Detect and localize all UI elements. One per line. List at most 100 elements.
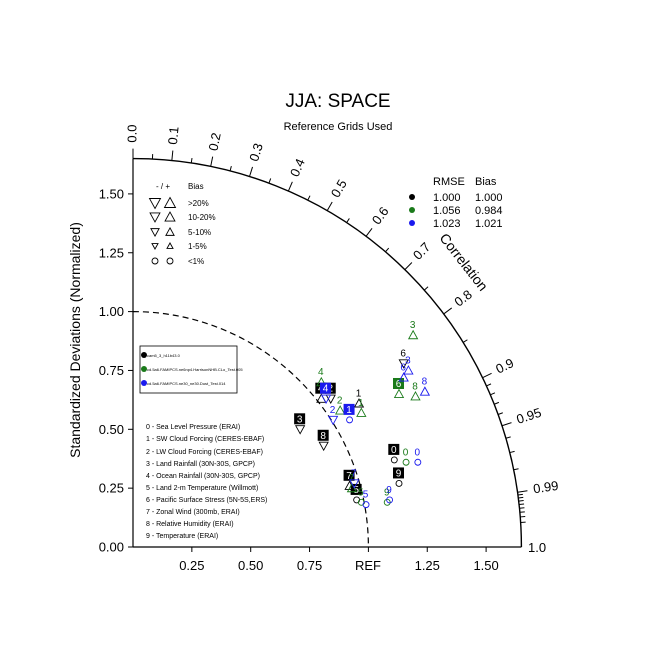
point-marker: [362, 501, 370, 509]
bias-down-triangle-icon: [148, 198, 162, 210]
correlation-tick-mark: [517, 493, 523, 496]
point-marker: [410, 391, 421, 401]
point-marker: [407, 329, 419, 340]
case-color-dot: [409, 194, 415, 200]
correlation-tick-mark: [287, 181, 293, 192]
y-tick-label: 1.50: [99, 186, 124, 201]
point-label: 9: [396, 468, 402, 479]
bias-legend-sign-header: - / +: [156, 182, 170, 191]
correlation-tick-label: 0.6: [369, 204, 392, 227]
correlation-tick-mark: [385, 247, 390, 253]
bias-legend-row-label: >20%: [188, 199, 209, 208]
variable-legend-item: 2 - LW Cloud Forcing (CERES-EBAF): [146, 449, 263, 456]
rmse-value: 1.000: [433, 192, 461, 204]
point-marker: [327, 415, 339, 426]
y-axis-ticks: 0.00 0.25 0.50 0.75 1.00 1.25 1.50: [99, 186, 133, 555]
point-label: 5: [363, 490, 369, 501]
correlation-tick-mark: [171, 150, 174, 161]
x-tick-label: 0.75: [297, 558, 322, 573]
ref-label: REF: [355, 558, 381, 573]
point-label: 2: [330, 405, 336, 416]
point-label: 7: [349, 473, 355, 484]
correlation-tick-mark: [518, 496, 524, 499]
correlation-tick-label: 0.9: [493, 355, 516, 376]
correlation-tick-mark: [509, 450, 515, 454]
correlation-tick-mark: [482, 372, 492, 379]
bias-down-triangle-icon: [151, 243, 159, 250]
correlation-tick-mark: [517, 490, 528, 493]
point-label: 2: [337, 395, 343, 406]
point-label: 6: [396, 379, 402, 390]
correlation-tick-label: 0.1: [165, 126, 182, 145]
variable-legend-item: 8 - Relative Humidity (ERAI): [146, 521, 234, 528]
rmse-header: RMSE: [433, 176, 465, 188]
point-marker: [325, 394, 336, 405]
x-tick-label: 1.50: [473, 558, 498, 573]
correlation-tick-label: 0.4: [287, 156, 308, 179]
bias-up-triangle-icon: [165, 226, 175, 236]
correlation-tick-mark: [513, 468, 519, 471]
variable-legend: 0 - Sea Level Pressure (ERAI) 1 - SW Clo…: [146, 424, 267, 540]
point-marker: [393, 388, 405, 399]
point-marker: [386, 496, 394, 504]
correlation-tick-mark: [365, 227, 373, 237]
correlation-tick-label: 0.8: [451, 287, 474, 310]
bias-up-triangle-icon: [164, 211, 176, 222]
correlation-tick-mark: [462, 339, 468, 343]
point-marker: [349, 479, 360, 489]
point-label: 0: [391, 445, 397, 456]
correlation-tick-mark: [346, 218, 350, 223]
correlation-tick-mark: [249, 166, 253, 177]
point-marker: [390, 456, 398, 464]
point-label-box: [343, 403, 355, 415]
x-tick-label: 0.50: [238, 558, 263, 573]
bias-legend-row-label: 10-20%: [188, 213, 216, 222]
point-marker: [403, 365, 414, 375]
correlation-tick-mark: [326, 201, 333, 211]
point-marker: [414, 458, 422, 466]
correlation-tick-mark: [501, 422, 512, 427]
correlation-arc: [132, 157, 523, 548]
point-label: 9: [384, 487, 390, 498]
case-legend-dot: [141, 352, 147, 358]
reference-arc: [132, 311, 369, 548]
correlation-tick-label: 0.99: [532, 478, 559, 496]
point-label: 7: [351, 468, 357, 479]
variable-legend-item: 6 - Pacific Surface Stress (5N-5S,ERS): [146, 497, 267, 504]
correlation-tick-mark: [190, 157, 193, 164]
point-label: 0: [415, 447, 421, 458]
point-label-box: [343, 469, 355, 481]
point-label-box: [350, 483, 362, 495]
correlation-tick-mark: [505, 436, 511, 439]
point-marker: [356, 407, 367, 417]
point-marker: [344, 480, 355, 490]
bias-circle-icon: [166, 257, 174, 265]
correlation-tick-mark: [268, 178, 272, 184]
data-points: 012345678901234567890123456789: [294, 320, 431, 509]
correlation-tick-label: 0.7: [410, 239, 433, 262]
point-label: 3: [297, 414, 303, 425]
point-label: 8: [422, 377, 428, 388]
correlation-tick-mark: [490, 392, 496, 396]
correlation-tick-label: 0.2: [205, 131, 223, 152]
point-marker: [402, 458, 410, 466]
y-tick-label: 0.75: [99, 363, 124, 378]
bias-header: Bias: [475, 176, 497, 188]
point-label: 3: [410, 320, 416, 331]
correlation-tick-label: 0.3: [246, 141, 266, 163]
correlation-tick-label: 0.95: [515, 405, 544, 427]
bias-down-triangle-icon: [149, 212, 161, 223]
point-label: 1: [358, 398, 364, 409]
y-tick-label: 1.25: [99, 245, 124, 260]
point-label-box: [388, 443, 400, 455]
variable-legend-item: 9 - Temperature (ERAI): [146, 533, 218, 540]
point-label: 5: [358, 487, 364, 498]
x-tick-label: 1.25: [415, 558, 440, 573]
y-tick-label: 1.00: [99, 304, 124, 319]
point-label: 7: [346, 471, 352, 482]
case-legend-label: cd.5a6.FAMIPCS.ne30_ne30.Dust_Test.014: [147, 381, 226, 386]
point-marker: [395, 479, 403, 487]
bias-legend-row-label: 5-10%: [188, 228, 211, 237]
corner-label: 1.0: [528, 540, 546, 555]
